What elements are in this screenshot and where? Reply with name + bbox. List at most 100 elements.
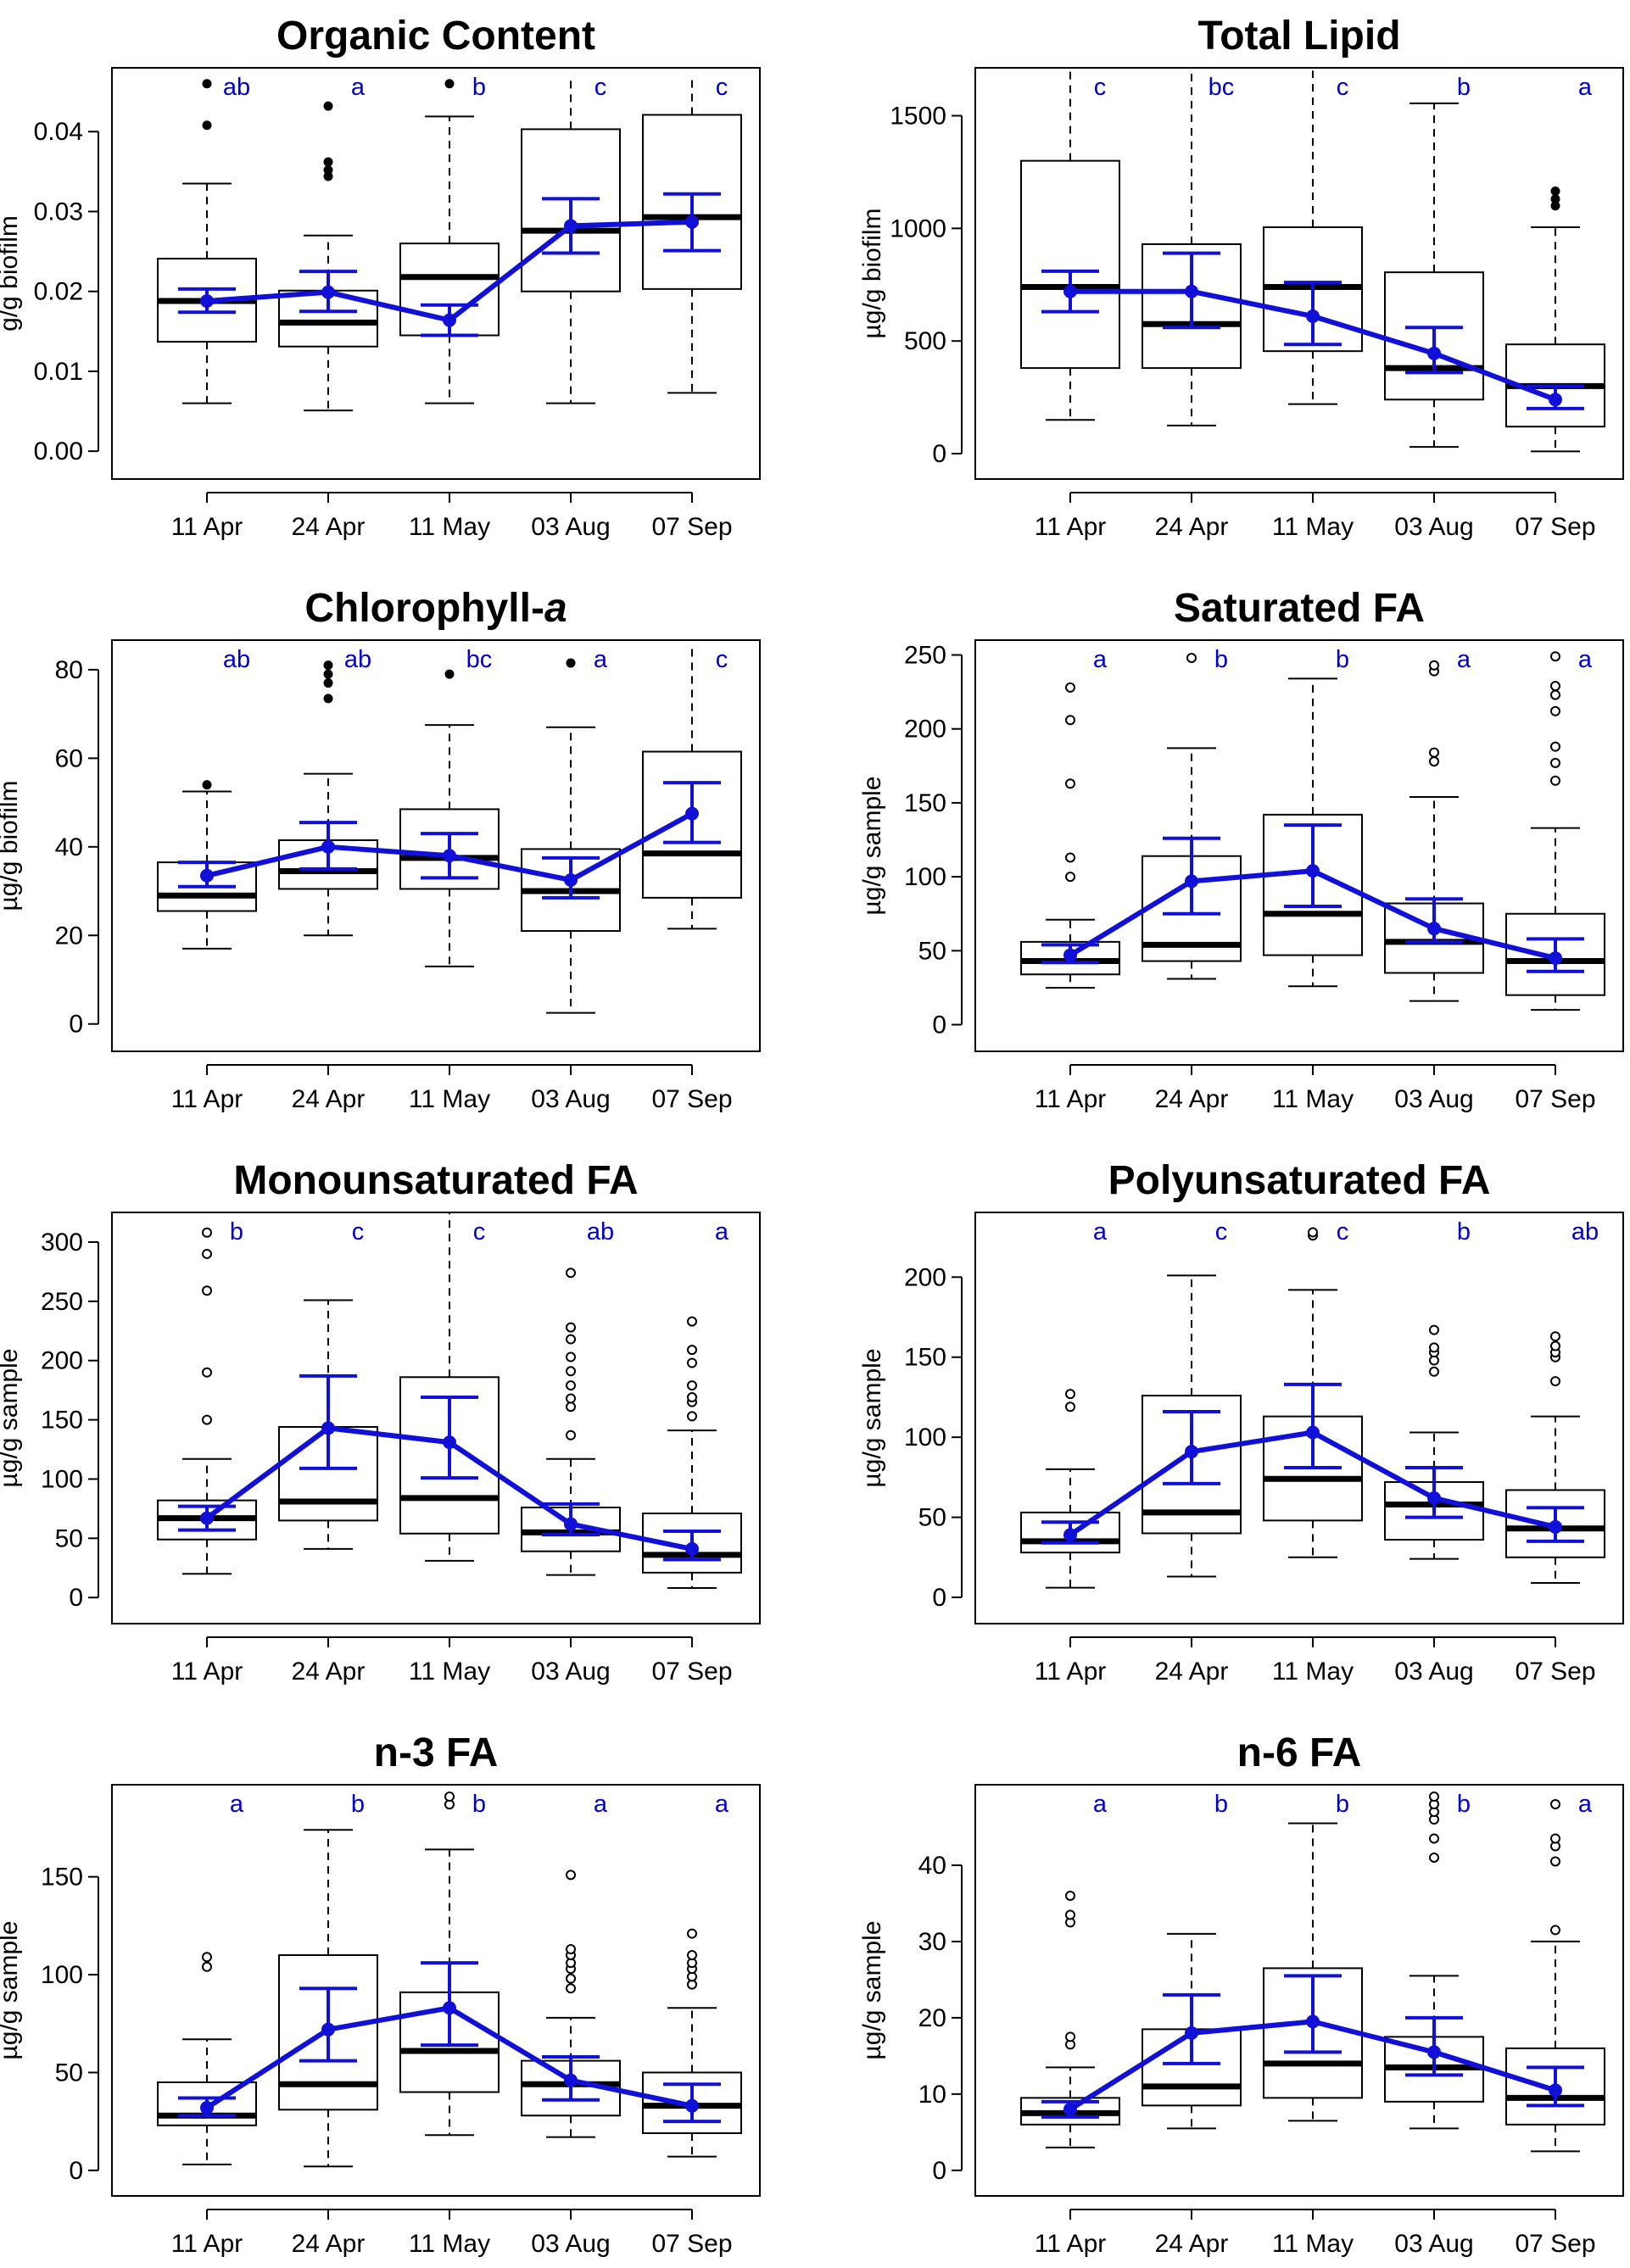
significance-letter: b: [1457, 1218, 1471, 1245]
outlier: [687, 1928, 697, 1939]
significance-letter: a: [1578, 74, 1593, 101]
significance-letter: b: [472, 74, 486, 101]
outlier: [566, 1366, 576, 1377]
significance-letter: a: [594, 1791, 608, 1818]
outlier: [566, 1944, 576, 1955]
box: [642, 750, 742, 899]
x-tick-label: 07 Sep: [1515, 1658, 1595, 1686]
x-tick-label: 11 Apr: [1035, 1085, 1107, 1113]
significance-letter: a: [594, 646, 608, 673]
mean-point: [685, 215, 699, 229]
mean-point: [1549, 1519, 1562, 1534]
x-tick-label: 03 Aug: [1394, 1085, 1473, 1113]
outlier: [444, 1792, 455, 1802]
mean-point: [1185, 874, 1198, 889]
box: [157, 2081, 257, 2126]
chart-title: n-6 FA: [1237, 1730, 1362, 1775]
significance-letter: c: [1094, 74, 1107, 101]
y-tick-label: 30: [918, 1928, 946, 1956]
y-tick-label: 0.01: [34, 358, 83, 386]
x-tick-label: 11 May: [1272, 1658, 1354, 1686]
outlier: [1065, 778, 1075, 789]
y-tick-label: 500: [904, 327, 946, 355]
y-tick-label: 0: [69, 1011, 83, 1039]
chart-title-italic: a: [544, 586, 567, 631]
y-tick-label: 1000: [890, 215, 946, 242]
mean-point: [1306, 864, 1320, 878]
outlier: [323, 101, 333, 111]
x-tick-label: 07 Sep: [1515, 1085, 1595, 1113]
box: [642, 1513, 742, 1574]
y-axis-label: µg/g sample: [858, 776, 886, 915]
outlier: [687, 1345, 697, 1356]
chart-panel: Total Lipid 0 500 1000 1500 µg/g biofilm 11 Ap…: [858, 14, 1624, 541]
box: [399, 808, 500, 890]
y-tick-label: 0.03: [34, 198, 83, 226]
outlier: [1429, 1792, 1439, 1802]
outlier: [566, 1351, 576, 1362]
mean-point: [200, 294, 214, 309]
y-tick-label: 150: [904, 789, 946, 817]
y-tick-label: 50: [918, 1504, 946, 1532]
plot-frame: [974, 67, 1624, 480]
significance-letter: ab: [223, 74, 250, 101]
significance-letter: c: [716, 74, 728, 101]
mean-point: [443, 1435, 456, 1450]
y-tick-label: 1500: [890, 103, 946, 131]
box: [1142, 242, 1242, 370]
outlier: [1065, 682, 1075, 693]
outlier: [1065, 1401, 1075, 1413]
outlier: [202, 780, 212, 790]
y-tick-label: 80: [55, 656, 83, 684]
chart-title: Chlorophyll-a: [304, 586, 567, 631]
outlier: [1186, 652, 1197, 663]
chart-panel: Chlorophyll-a 0 20 40 60 80 µg/g biofilm 11 Apr…: [0, 586, 761, 1113]
box: [278, 1953, 378, 2111]
chart-title-text: n-3 FA: [374, 1730, 499, 1775]
x-tick-label: 11 Apr: [1035, 1658, 1107, 1686]
outlier: [1065, 872, 1075, 883]
y-tick-label: 200: [41, 1347, 83, 1375]
mean-point: [443, 849, 456, 863]
chart-title-text: Monounsaturated FA: [233, 1158, 638, 1203]
outlier: [566, 1268, 576, 1279]
outlier: [566, 1973, 576, 1984]
plot-frame: [111, 1212, 761, 1624]
y-tick-label: 0: [932, 1011, 946, 1039]
chart-title-text: Polyunsaturated FA: [1108, 1158, 1491, 1203]
chart-title-text: Organic Content: [276, 14, 595, 59]
outlier: [323, 669, 333, 679]
x-tick-label: 03 Aug: [531, 513, 610, 541]
y-tick-label: 50: [55, 2059, 83, 2087]
plot-frame: [111, 639, 761, 1052]
significance-letter: a: [1578, 1791, 1593, 1818]
chart-panel: n-3 FA 0 50 100 150 µg/g sample 11 Apr 24 Apr 11…: [0, 1730, 761, 2258]
mean-point: [1549, 2083, 1562, 2098]
outlier: [566, 658, 576, 668]
mean-point: [321, 839, 335, 854]
x-tick-label: 24 Apr: [1155, 1085, 1229, 1113]
y-tick-label: 100: [41, 1465, 83, 1493]
box: [1263, 813, 1363, 956]
mean-point: [200, 868, 214, 883]
mean-point: [1185, 1445, 1198, 1459]
y-tick-label: 0.00: [34, 437, 83, 465]
outlier: [1550, 1376, 1560, 1387]
x-tick-label: 24 Apr: [292, 2230, 366, 2258]
y-tick-label: 0.02: [34, 278, 83, 306]
outlier: [202, 1367, 212, 1378]
plot-frame: [111, 67, 761, 480]
mean-point: [564, 2073, 578, 2087]
mean-point: [685, 2098, 699, 2113]
y-axis-label: µg/g biofilm: [858, 208, 886, 338]
significance-letter: ab: [587, 1218, 614, 1245]
box: [521, 128, 621, 293]
outlier: [1550, 201, 1560, 211]
outlier: [566, 1401, 576, 1413]
plot-frame: [974, 639, 1624, 1052]
outlier: [1550, 651, 1560, 662]
outlier: [202, 1227, 212, 1238]
x-tick-label: 24 Apr: [292, 1658, 366, 1686]
box: [1020, 1511, 1120, 1554]
